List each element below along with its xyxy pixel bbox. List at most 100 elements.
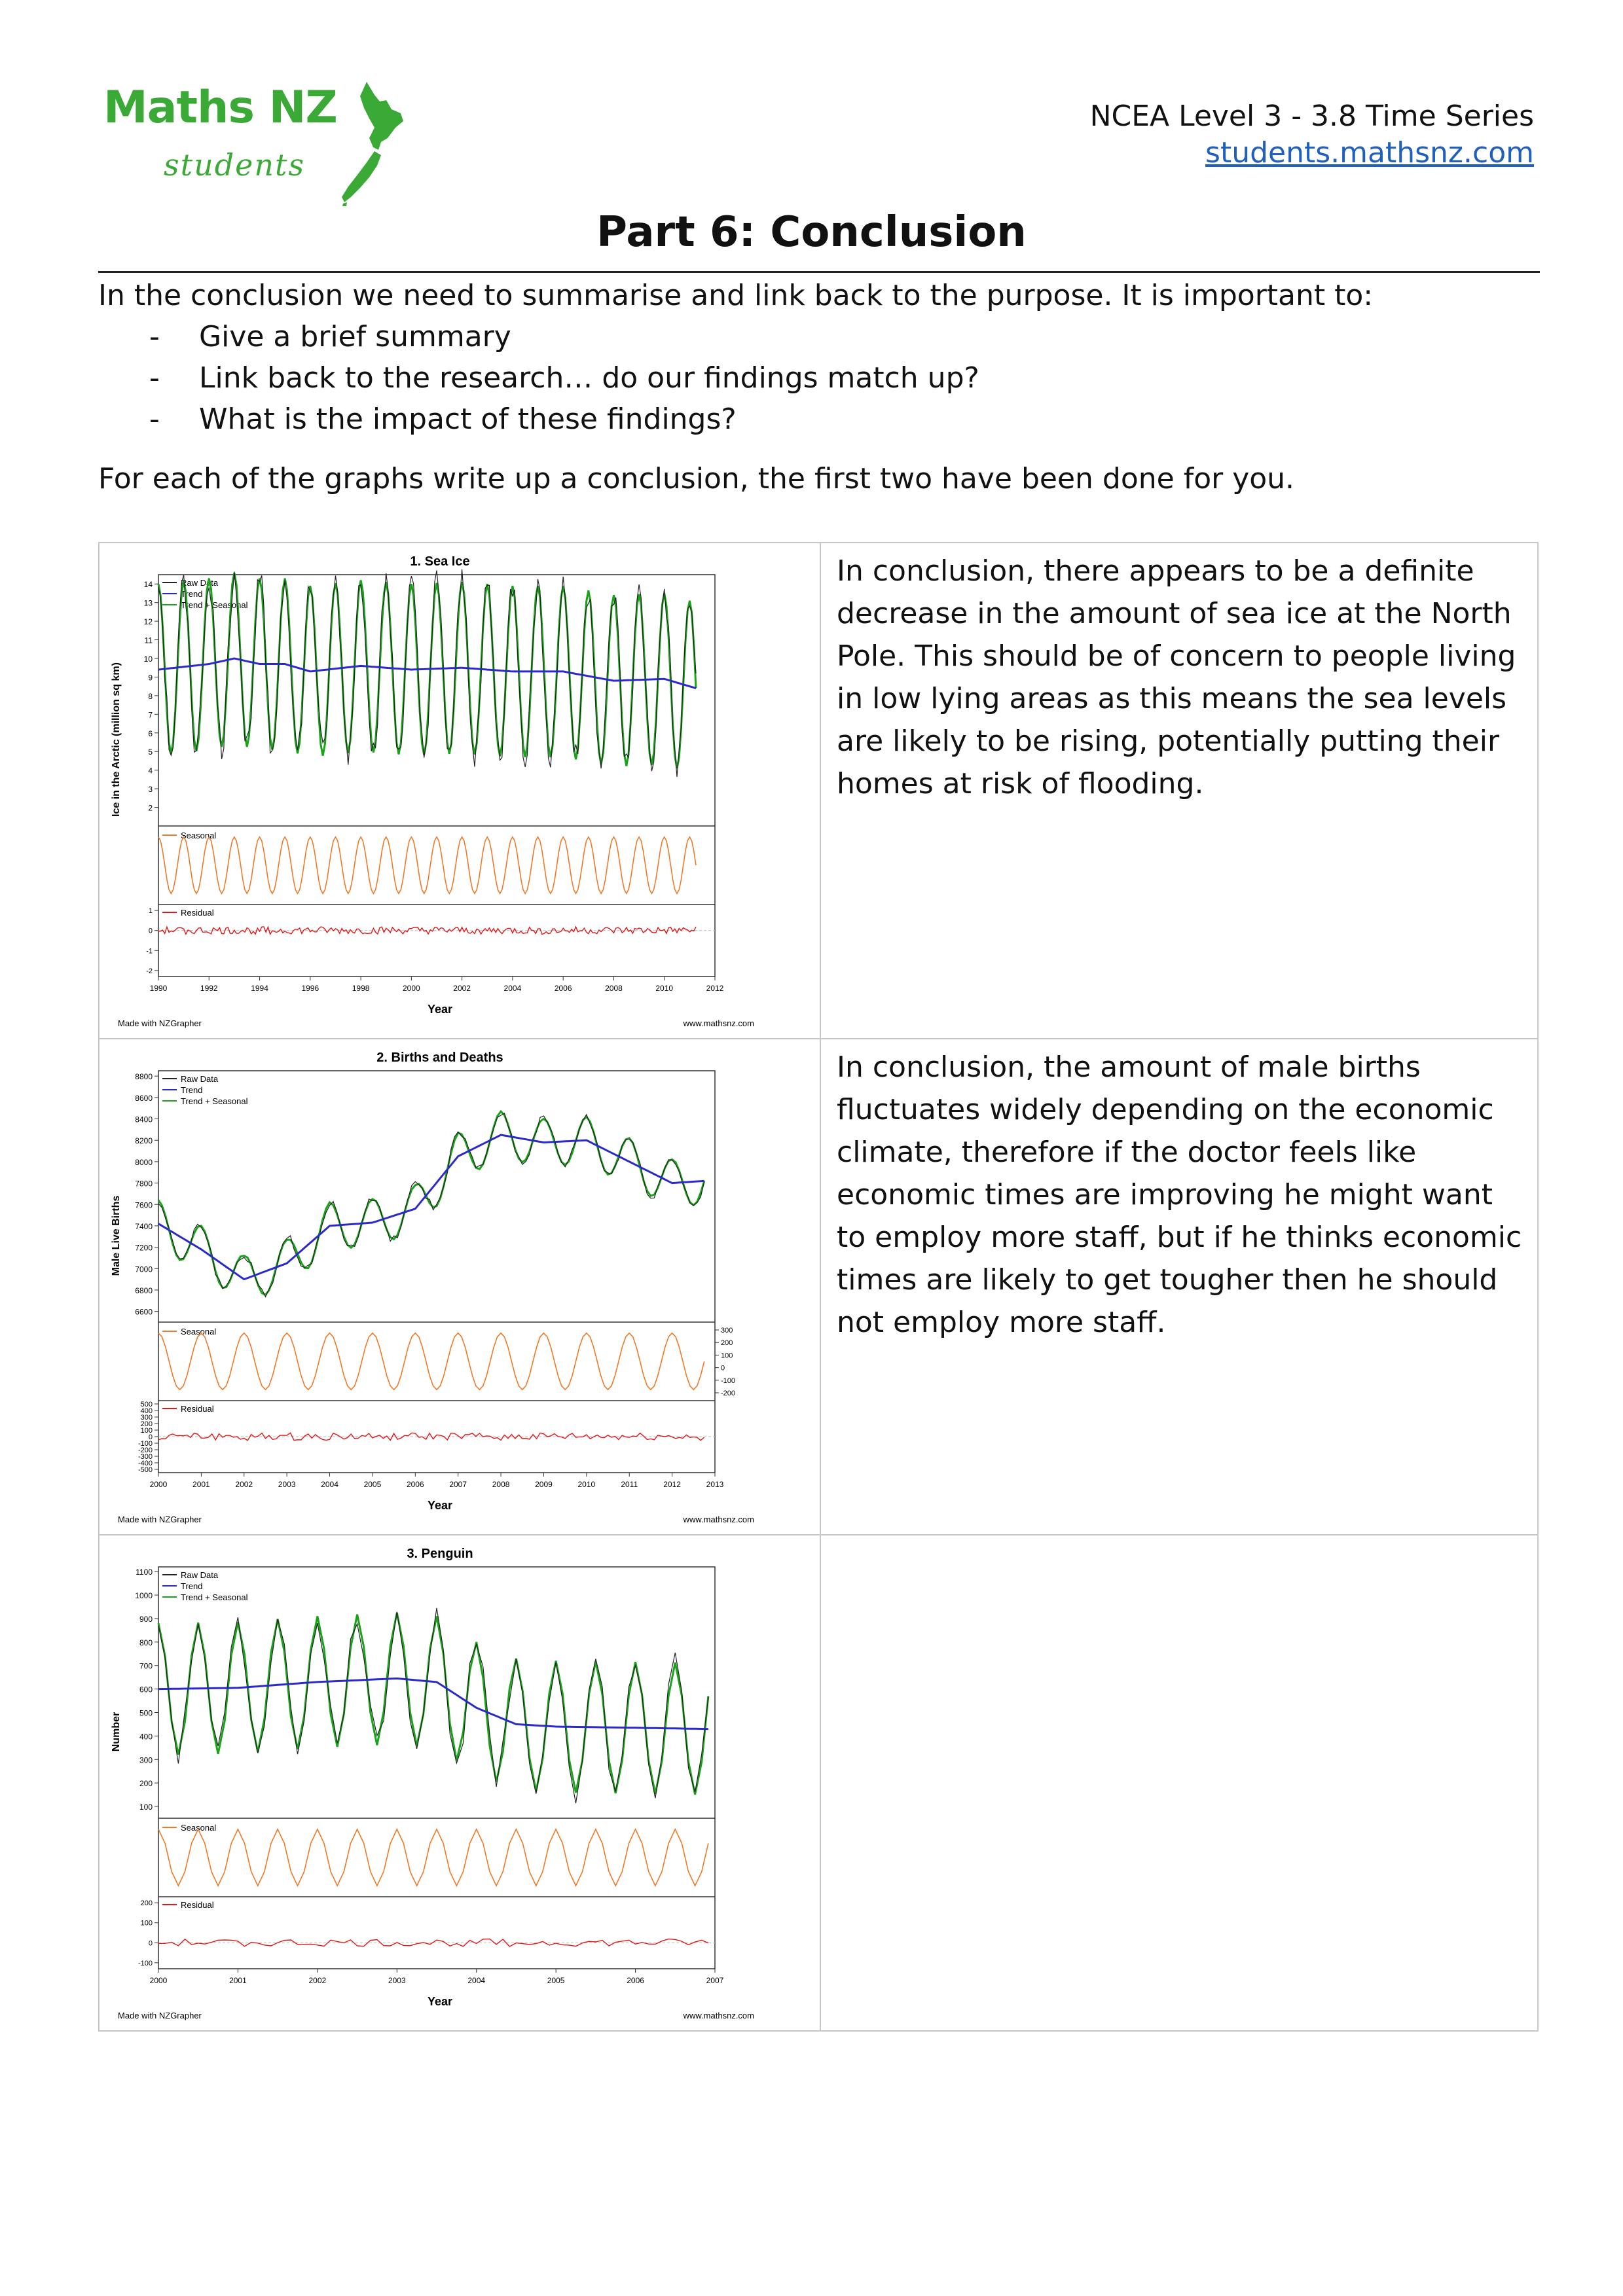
residual-label: Residual: [181, 908, 214, 918]
residual-tick-label: 100: [141, 1920, 153, 1928]
seasonal-label: Seasonal: [181, 1823, 216, 1833]
x-tick-label: 2010: [577, 1480, 595, 1489]
y-tick-label: 13: [144, 599, 153, 608]
legend-label: Trend: [181, 1085, 202, 1095]
legend-label: Raw Data: [181, 1570, 219, 1580]
table-row: 2. Births and Deaths 6600 6800 7000 7200 7400…: [98, 1038, 1539, 1535]
residual-tick-label: -1: [146, 947, 153, 955]
residual-tick-label: -100: [138, 1960, 153, 1967]
conclusion-cell[interactable]: [820, 1534, 1539, 2032]
conclusion-table: 1. Sea Ice 2 3 4 5 6 7 8 9 10 11 12 13 14 1990 1992 1994…: [98, 542, 1539, 2032]
y-tick-label: 8400: [135, 1115, 153, 1124]
residual-tick-label: 500: [141, 1401, 153, 1408]
mathsnz-logo: Maths NZ students: [98, 82, 412, 213]
course-label: NCEA Level 3 - 3.8 Time Series: [1089, 99, 1534, 133]
residual-line: [158, 925, 697, 936]
seasonal-line: [158, 836, 697, 895]
chart-credit: Made with NZGrapher: [118, 1515, 202, 1524]
y-tick-label: 100: [139, 1803, 153, 1812]
plot-frame: [158, 1566, 716, 1969]
y-tick-label: 3: [148, 785, 153, 794]
seasonal-tick-label: -100: [721, 1377, 735, 1385]
y-tick-label: 900: [139, 1615, 153, 1624]
x-tick-label: 2012: [663, 1480, 681, 1489]
x-tick-label: 2007: [706, 1976, 724, 1985]
residual-tick-label: -2: [146, 967, 153, 975]
x-tick-label: 2007: [449, 1480, 467, 1489]
y-tick-label: 12: [144, 617, 153, 626]
y-tick-label: 8000: [135, 1158, 153, 1167]
y-tick-label: 6: [148, 729, 153, 738]
x-axis-label: Year: [428, 1499, 452, 1512]
x-tick-label: 2001: [192, 1480, 210, 1489]
y-tick-label: 800: [139, 1638, 153, 1647]
bullet-item: Give a brief summary: [98, 316, 1539, 357]
y-tick-label: 10: [144, 655, 153, 664]
x-tick-label: 2001: [229, 1976, 247, 1985]
y-axis-label: Number: [111, 1712, 122, 1751]
conclusion-text: In conclusion, there appears to be a def…: [837, 554, 1516, 800]
y-tick-label: 400: [139, 1732, 153, 1741]
y-tick-label: 7800: [135, 1179, 153, 1189]
y-tick-label: 6600: [135, 1308, 153, 1317]
x-tick-label: 2002: [453, 984, 471, 993]
x-tick-label: 2012: [706, 984, 724, 993]
x-tick-label: 1990: [150, 984, 168, 993]
x-tick-label: 2011: [621, 1480, 638, 1489]
y-tick-label: 8800: [135, 1072, 153, 1081]
seasonal-line: [158, 1827, 709, 1888]
residual-tick-label: 0: [149, 1433, 153, 1441]
y-tick-label: 7000: [135, 1265, 153, 1274]
residual-tick-label: 0: [149, 1939, 153, 1947]
seasonal-tick-label: 200: [721, 1339, 733, 1347]
x-tick-label: 2004: [504, 984, 522, 993]
y-tick-label: 5: [148, 747, 153, 757]
seasonal-label: Seasonal: [181, 1327, 216, 1336]
chart-title: 1. Sea Ice: [410, 554, 469, 569]
chart-title: 2. Births and Deaths: [376, 1050, 503, 1065]
y-tick-label: 2: [148, 804, 153, 813]
conclusion-cell[interactable]: In conclusion, the amount of male births…: [820, 1038, 1539, 1535]
residual-tick-label: -300: [138, 1453, 153, 1461]
chart-cell: 1. Sea Ice 2 3 4 5 6 7 8 9 10 11 12 13 14 1990 1992 1994…: [98, 542, 821, 1039]
table-row: 1. Sea Ice 2 3 4 5 6 7 8 9 10 11 12 13 14 1990 1992 1994…: [98, 542, 1539, 1039]
x-tick-label: 1994: [251, 984, 268, 993]
chart-source: www.mathsnz.com: [683, 1018, 754, 1028]
y-tick-label: 14: [144, 580, 153, 589]
seasonal-label: Seasonal: [181, 831, 216, 840]
seasonal-tick-label: 100: [721, 1352, 733, 1359]
x-tick-label: 2013: [706, 1480, 724, 1489]
y-tick-label: 9: [148, 673, 153, 682]
y-tick-label: 6800: [135, 1286, 153, 1295]
chart-cell: 2. Births and Deaths 6600 6800 7000 7200 7400…: [98, 1038, 821, 1535]
residual-tick-label: -500: [138, 1466, 153, 1474]
chart-credit: Made with NZGrapher: [118, 1018, 202, 1028]
trend-line: [158, 657, 697, 689]
residual-tick-label: 400: [141, 1407, 153, 1415]
site-link[interactable]: students.mathsnz.com: [1205, 136, 1534, 170]
conclusion-text: [821, 1535, 1537, 1542]
intro-section: In the conclusion we need to summarise a…: [98, 275, 1539, 499]
y-tick-label: 7600: [135, 1200, 153, 1210]
seasonal-tick-label: -200: [721, 1390, 735, 1397]
legend-label: Trend + Seasonal: [181, 1096, 248, 1106]
residual-tick-label: 200: [141, 1899, 153, 1907]
raw-data-line: [158, 1607, 709, 1804]
x-axis-label: Year: [428, 1995, 452, 2008]
table-row: 3. Penguin 100 200 300 400 500 600 700 800 900 100…: [98, 1534, 1539, 2032]
legend-label: Raw Data: [181, 578, 219, 588]
legend-label: Trend + Seasonal: [181, 1592, 248, 1602]
y-axis-label: Male Live Births: [111, 1196, 122, 1276]
chart-credit: Made with NZGrapher: [118, 2011, 202, 2020]
conclusion-cell[interactable]: In conclusion, there appears to be a def…: [820, 542, 1539, 1039]
trend-seasonal-line: [157, 572, 697, 769]
intro-instruction: For each of the graphs write up a conclu…: [98, 462, 1295, 495]
legend-label: Raw Data: [181, 1074, 219, 1084]
x-tick-label: 2006: [627, 1976, 644, 1985]
logo-brand: Maths NZ: [103, 82, 338, 134]
raw-data-line: [158, 569, 697, 778]
bullet-item: What is the impact of these findings?: [98, 399, 1539, 440]
x-tick-label: 2009: [535, 1480, 553, 1489]
raw-data-line: [158, 1113, 705, 1298]
